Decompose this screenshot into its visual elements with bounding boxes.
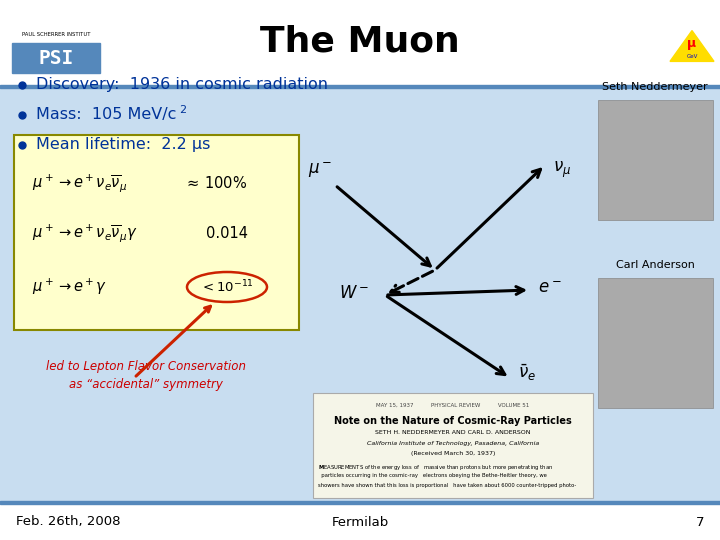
Text: 7: 7 [696,516,704,529]
Ellipse shape [187,272,267,302]
Text: Carl Anderson: Carl Anderson [616,260,694,270]
Text: $\mu^+ \rightarrow e^+\nu_e\overline{\nu}_\mu$: $\mu^+ \rightarrow e^+\nu_e\overline{\nu… [32,172,127,194]
Bar [0,88,720,501]
Text: California Institute of Technology, Pasadena, California: California Institute of Technology, Pasa… [367,441,539,446]
Bar [12,43,100,73]
Text: 0.014: 0.014 [206,226,248,240]
Text: $W^-$: $W^-$ [338,284,369,302]
Text: Feb. 26th, 2008: Feb. 26th, 2008 [16,516,120,529]
Text: 2: 2 [179,105,186,115]
Text: Note on the Nature of Cosmic-Ray Particles: Note on the Nature of Cosmic-Ray Particl… [334,416,572,426]
Text: Fermilab: Fermilab [331,516,389,529]
Text: PSI: PSI [38,49,73,68]
Text: GeV: GeV [686,53,698,58]
Text: μ: μ [688,37,696,51]
Text: $\bar{\nu}_e$: $\bar{\nu}_e$ [518,362,536,383]
Bar [0,0,720,85]
Bar [0,85,720,88]
Text: showers have shown that this loss is proportional   have taken about 6000 counte: showers have shown that this loss is pro… [318,483,576,488]
Text: Mean lifetime:  2.2 μs: Mean lifetime: 2.2 μs [36,138,210,152]
Bar [0,504,720,540]
Text: Discovery:  1936 in cosmic radiation: Discovery: 1936 in cosmic radiation [36,78,328,92]
Bar [0,501,720,504]
Text: $\nu_\mu$: $\nu_\mu$ [553,160,571,180]
Text: The Muon: The Muon [260,25,460,59]
Text: $\mu^+ \rightarrow e^+\gamma$: $\mu^+ \rightarrow e^+\gamma$ [32,277,107,297]
Polygon shape [670,31,714,62]
Text: $\approx\,$100%: $\approx\,$100% [184,175,247,191]
Text: $\mu^+ \rightarrow e^+\nu_e\overline{\nu}_\mu\gamma$: $\mu^+ \rightarrow e^+\nu_e\overline{\nu… [32,222,138,244]
Text: Seth Neddermeyer: Seth Neddermeyer [602,82,708,92]
Text: SETH H. NEDDERMEYER AND CARL D. ANDERSON: SETH H. NEDDERMEYER AND CARL D. ANDERSON [375,430,531,435]
Text: particles occurring in the cosmic-ray   electrons obeying the Bethe-Heitler theo: particles occurring in the cosmic-ray el… [318,474,547,478]
Text: led to Lepton Flavor Conservation
as “accidental” symmetry: led to Lepton Flavor Conservation as “ac… [46,360,246,391]
Bar [14,135,299,330]
Text: $\mu^-$: $\mu^-$ [308,160,332,180]
Text: $\mathbf{M}$EASUREMENTS of the energy loss of   massive than protons but more pe: $\mathbf{M}$EASUREMENTS of the energy lo… [318,462,553,471]
Bar [598,100,713,220]
Text: $e^-$: $e^-$ [538,279,562,297]
Bar [16,47,96,69]
Text: PAUL SCHERRER INSTITUT: PAUL SCHERRER INSTITUT [22,32,90,37]
Bar [598,278,713,408]
Text: MAY 15, 1937          PHYSICAL REVIEW          VOLUME 51: MAY 15, 1937 PHYSICAL REVIEW VOLUME 51 [377,402,530,408]
Text: $< 10^{-11}$: $< 10^{-11}$ [200,279,254,295]
Text: (Received March 30, 1937): (Received March 30, 1937) [411,450,495,456]
Bar [313,393,593,498]
Text: Mass:  105 MeV/c: Mass: 105 MeV/c [36,107,176,123]
